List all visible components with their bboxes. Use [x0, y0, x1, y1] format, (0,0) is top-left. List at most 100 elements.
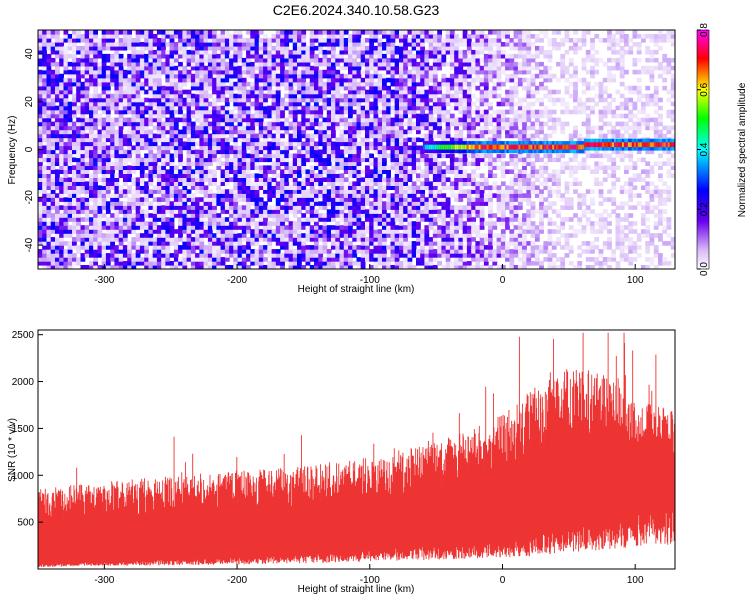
heatmap-cell [139, 209, 145, 214]
heatmap-cell [356, 201, 362, 206]
heatmap-cell [186, 217, 192, 222]
heatmap-cell [148, 85, 154, 91]
heatmap-cell [411, 209, 417, 214]
heatmap-cell [207, 189, 213, 194]
heatmap-cell [233, 217, 239, 222]
heatmap-cell [93, 89, 98, 95]
heatmap-cell [348, 65, 353, 71]
heatmap-cell [343, 169, 349, 174]
heatmap-cell [352, 221, 358, 226]
heatmap-cell [411, 57, 417, 63]
heatmap-cell [93, 205, 98, 210]
heatmap-cell [365, 157, 370, 163]
heatmap-cell [182, 177, 188, 182]
heatmap-cell [288, 85, 294, 91]
heatmap-cell [84, 209, 90, 214]
heatmap-cell [424, 169, 430, 174]
heatmap-cell [135, 113, 141, 119]
heatmap-cell [365, 213, 370, 218]
heatmap-cell [292, 141, 298, 147]
heatmap-cell [352, 233, 358, 238]
heatmap-cell [42, 85, 47, 91]
heatmap-cell [186, 245, 192, 250]
heatmap-cell [331, 209, 336, 214]
heatmap-cell [386, 69, 391, 75]
heatmap-cell [50, 97, 56, 103]
heatmap-cell [127, 265, 132, 269]
heatmap-cell [173, 81, 179, 87]
heatmap-cell [114, 189, 120, 194]
heatmap-cell [173, 253, 179, 258]
heatmap-cell [165, 61, 171, 67]
heatmap-cell [195, 69, 200, 75]
heatmap-cell [80, 241, 86, 246]
heatmap-cell [424, 237, 430, 242]
heatmap-cell [42, 101, 47, 107]
heatmap-cell [411, 245, 417, 250]
heatmap-cell [343, 38, 349, 43]
heatmap-cell [271, 81, 277, 87]
heatmap-cell [411, 169, 417, 174]
heatmap-cell [280, 73, 285, 79]
heatmap-cell [122, 181, 128, 186]
heatmap-cell [50, 241, 56, 246]
heatmap-cell [127, 209, 132, 214]
heatmap-cell [331, 177, 336, 182]
heatmap-cell [348, 61, 353, 67]
heatmap-cell [156, 121, 162, 127]
heatmap-cell [169, 77, 175, 83]
heatmap-cell [233, 38, 239, 43]
heatmap-cell [424, 229, 430, 234]
heatmap-cell [50, 237, 56, 242]
heatmap-cell [76, 81, 81, 87]
heatmap-cell [411, 193, 417, 198]
heatmap-cell [110, 73, 115, 79]
heatmap-cell [382, 217, 387, 222]
heatmap-cell [280, 81, 285, 87]
heatmap-cell [233, 34, 239, 39]
heatmap-cell [135, 165, 141, 170]
heatmap-cell [343, 193, 349, 198]
heatmap-cell [288, 165, 294, 170]
heatmap-cell [301, 61, 307, 67]
heatmap-cell [55, 73, 60, 79]
heatmap-cell [403, 257, 408, 262]
heatmap-cell [356, 121, 362, 127]
heatmap-cell [63, 38, 69, 43]
heatmap-cell [428, 201, 434, 206]
heatmap-cell [72, 77, 77, 83]
heatmap-cell [216, 257, 222, 262]
heatmap-cell [318, 249, 324, 254]
heatmap-cell [365, 237, 370, 242]
heatmap-cell [275, 137, 281, 143]
heatmap-cell [203, 177, 209, 182]
heatmap-cell [348, 113, 353, 119]
heatmap-cell [335, 169, 341, 174]
heatmap-cell [105, 137, 111, 143]
heatmap-cell [182, 229, 188, 234]
heatmap-cell [246, 121, 251, 127]
heatmap-cell [254, 121, 260, 127]
heatmap-cell [220, 49, 226, 55]
heatmap-cell [169, 213, 175, 218]
heatmap-cell [382, 53, 387, 59]
heatmap-cell [403, 201, 408, 206]
heatmap-cell [233, 261, 239, 266]
heatmap-cell [399, 89, 404, 95]
heatmap-cell [301, 237, 307, 242]
heatmap-cell [263, 181, 268, 186]
heatmap-cell [322, 117, 328, 123]
heatmap-cell [229, 197, 234, 202]
heatmap-cell [42, 201, 47, 206]
heatmap-cell [258, 261, 264, 266]
heatmap-cell [118, 189, 124, 194]
heatmap-cell [118, 185, 124, 190]
heatmap-cell [326, 225, 332, 230]
heatmap-cell [399, 113, 404, 119]
heatmap-cell [305, 177, 311, 182]
heatmap-cell [309, 109, 315, 115]
heatmap-cell [267, 81, 273, 87]
heatmap-cell [250, 261, 256, 266]
heatmap-cell [190, 221, 196, 226]
heatmap-cell [203, 249, 209, 254]
